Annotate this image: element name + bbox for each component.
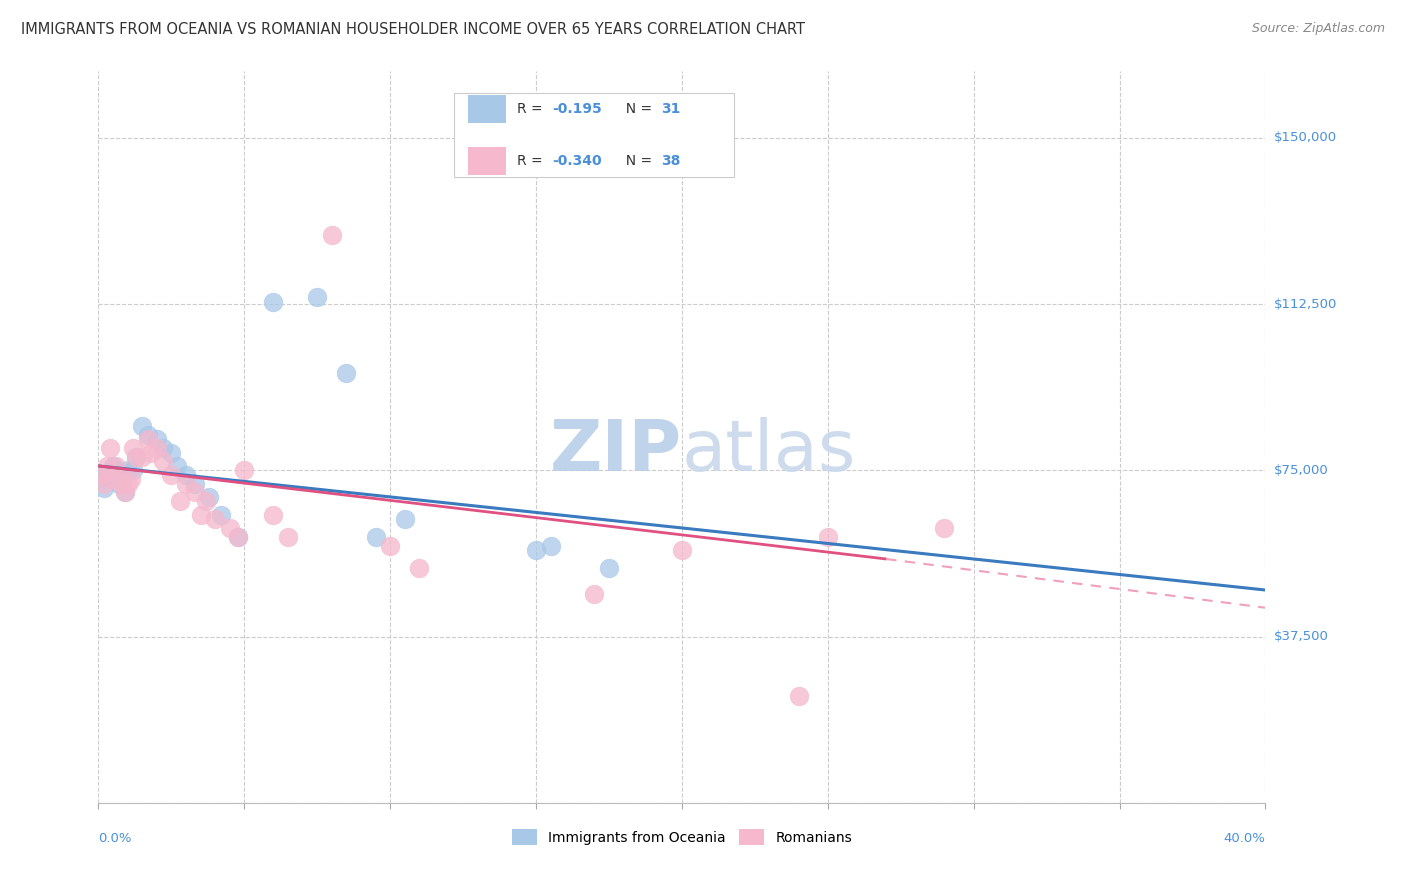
Point xyxy=(277,530,299,544)
Text: N =: N = xyxy=(617,154,657,169)
Point xyxy=(136,432,159,446)
Point xyxy=(104,463,127,477)
Text: $150,000: $150,000 xyxy=(1274,131,1337,145)
Point xyxy=(204,512,226,526)
Text: R =: R = xyxy=(517,103,547,116)
Text: Source: ZipAtlas.com: Source: ZipAtlas.com xyxy=(1251,22,1385,36)
Text: R =: R = xyxy=(517,154,547,169)
Point xyxy=(190,508,212,522)
Point xyxy=(169,494,191,508)
FancyBboxPatch shape xyxy=(468,147,506,175)
Point xyxy=(125,450,148,464)
Text: 0.0%: 0.0% xyxy=(98,832,132,845)
Point xyxy=(125,450,148,464)
Point xyxy=(136,428,159,442)
Point xyxy=(335,366,357,380)
Point xyxy=(98,467,121,482)
Point xyxy=(166,458,188,473)
Point xyxy=(321,228,343,243)
Point xyxy=(195,494,218,508)
Point xyxy=(98,441,121,455)
Point xyxy=(540,539,562,553)
Point xyxy=(101,458,124,473)
FancyBboxPatch shape xyxy=(468,95,506,123)
Point xyxy=(380,539,402,553)
Point xyxy=(183,485,205,500)
Point xyxy=(364,530,387,544)
Point xyxy=(152,441,174,455)
Point xyxy=(524,543,547,558)
Point xyxy=(108,476,131,491)
Point xyxy=(174,476,197,491)
Point xyxy=(817,530,839,544)
Text: ZIP: ZIP xyxy=(550,417,682,486)
Point xyxy=(111,476,134,491)
Point xyxy=(228,530,250,544)
Point xyxy=(120,472,142,486)
Text: 31: 31 xyxy=(661,103,681,116)
Text: 38: 38 xyxy=(661,154,681,169)
Point xyxy=(131,450,153,464)
Point xyxy=(934,521,956,535)
Point xyxy=(104,458,127,473)
Point xyxy=(114,485,136,500)
Point xyxy=(146,441,169,455)
Point xyxy=(394,512,416,526)
Point xyxy=(114,485,136,500)
Point xyxy=(160,445,183,459)
Point xyxy=(139,445,162,459)
Point xyxy=(152,454,174,468)
Text: $75,000: $75,000 xyxy=(1274,464,1329,477)
Text: N =: N = xyxy=(617,103,657,116)
Point xyxy=(198,490,221,504)
Point xyxy=(228,530,250,544)
Point xyxy=(174,467,197,482)
Point xyxy=(671,543,693,558)
Point xyxy=(408,561,430,575)
Point xyxy=(183,476,205,491)
Point xyxy=(146,432,169,446)
Text: atlas: atlas xyxy=(682,417,856,486)
Text: -0.195: -0.195 xyxy=(553,103,602,116)
Point xyxy=(93,481,115,495)
Point xyxy=(122,441,145,455)
Text: 40.0%: 40.0% xyxy=(1223,832,1265,845)
Point xyxy=(262,294,284,309)
Point xyxy=(160,467,183,482)
Point xyxy=(93,476,115,491)
Text: $37,500: $37,500 xyxy=(1274,630,1329,643)
Text: $112,500: $112,500 xyxy=(1274,298,1337,310)
Legend: Immigrants from Oceania, Romanians: Immigrants from Oceania, Romanians xyxy=(506,823,858,851)
Point xyxy=(233,463,256,477)
Point xyxy=(131,419,153,434)
Text: -0.340: -0.340 xyxy=(553,154,602,169)
Point xyxy=(117,463,139,477)
Point xyxy=(122,463,145,477)
Point xyxy=(209,508,232,522)
Point xyxy=(90,467,112,482)
Point xyxy=(96,467,118,482)
Point xyxy=(108,467,131,482)
Point xyxy=(787,690,810,704)
FancyBboxPatch shape xyxy=(454,94,734,178)
Point xyxy=(307,290,329,304)
Point xyxy=(96,458,118,473)
Point xyxy=(262,508,284,522)
Text: IMMIGRANTS FROM OCEANIA VS ROMANIAN HOUSEHOLDER INCOME OVER 65 YEARS CORRELATION: IMMIGRANTS FROM OCEANIA VS ROMANIAN HOUS… xyxy=(21,22,806,37)
Point xyxy=(598,561,620,575)
Point xyxy=(583,587,606,601)
Point xyxy=(101,472,124,486)
Point xyxy=(111,472,134,486)
Point xyxy=(90,470,112,484)
Point xyxy=(218,521,240,535)
Point xyxy=(117,476,139,491)
